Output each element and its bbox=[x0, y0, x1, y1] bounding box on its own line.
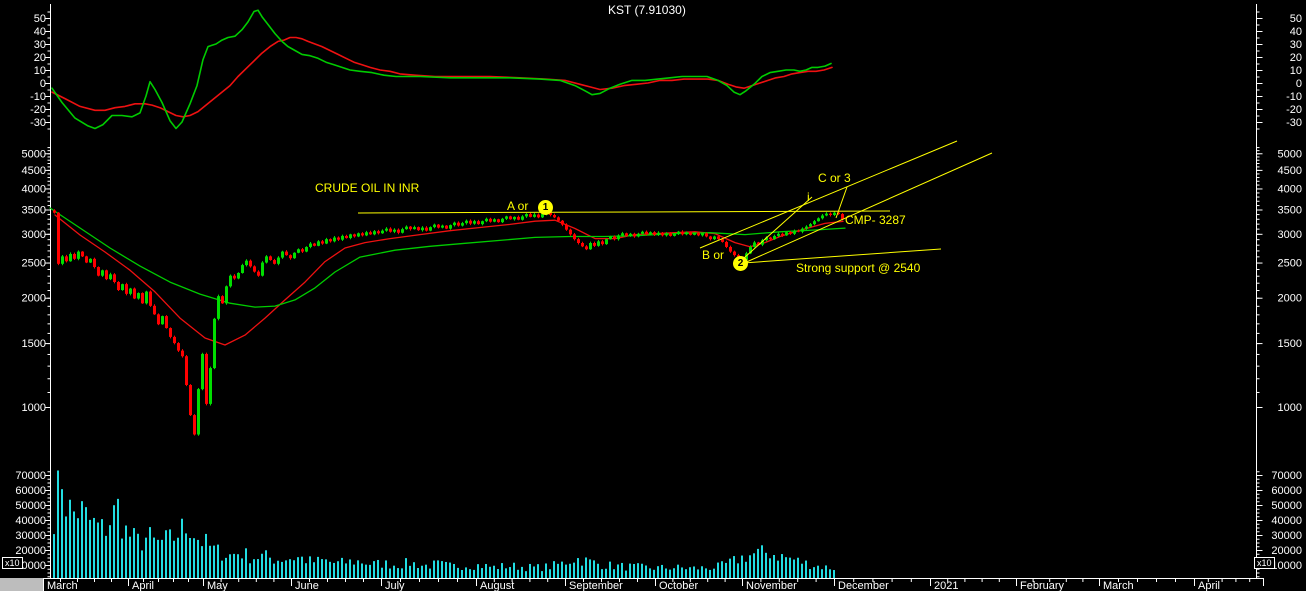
svg-text:10: 10 bbox=[1290, 65, 1302, 77]
svg-text:1000: 1000 bbox=[22, 402, 46, 414]
cmp-price-label: CMP- 3287 bbox=[845, 213, 906, 227]
svg-text:60000: 60000 bbox=[15, 485, 46, 497]
wave-a-label: A or bbox=[507, 199, 529, 213]
kst-lines bbox=[51, 9, 833, 130]
svg-text:1500: 1500 bbox=[1278, 338, 1302, 350]
volume-multiplier-right: x10 bbox=[1254, 557, 1275, 569]
wave-1-badge: 1 bbox=[538, 200, 553, 215]
y-axes: 50403020100-10-20-3050004500400035003000… bbox=[15, 4, 1302, 578]
svg-text:4500: 4500 bbox=[1278, 165, 1302, 177]
svg-text:1000: 1000 bbox=[1278, 402, 1302, 414]
svg-text:March: March bbox=[1103, 580, 1134, 591]
svg-text:4000: 4000 bbox=[1278, 183, 1302, 195]
svg-text:40: 40 bbox=[34, 26, 46, 38]
svg-text:50: 50 bbox=[34, 13, 46, 25]
svg-text:10000: 10000 bbox=[1271, 560, 1302, 572]
wave-i-label: i bbox=[807, 190, 810, 204]
channel-upper bbox=[699, 140, 958, 249]
svg-text:May: May bbox=[207, 580, 228, 591]
svg-text:February: February bbox=[1020, 580, 1065, 591]
wave-2-badge: 2 bbox=[733, 256, 748, 271]
svg-text:4500: 4500 bbox=[22, 165, 46, 177]
wave-c-label: C or 3 bbox=[818, 171, 851, 185]
svg-text:2500: 2500 bbox=[22, 258, 46, 270]
svg-text:October: October bbox=[659, 580, 698, 591]
svg-text:60000: 60000 bbox=[1271, 485, 1302, 497]
svg-text:2500: 2500 bbox=[1278, 258, 1302, 270]
svg-text:-30: -30 bbox=[1286, 117, 1302, 129]
svg-text:5000: 5000 bbox=[22, 148, 46, 160]
svg-text:-20: -20 bbox=[1286, 104, 1302, 116]
svg-text:-10: -10 bbox=[1286, 91, 1302, 103]
support-line bbox=[742, 248, 942, 264]
svg-text:August: August bbox=[480, 580, 514, 591]
scrollbar-corner bbox=[0, 578, 44, 591]
svg-text:20: 20 bbox=[1290, 52, 1302, 64]
time-axis: March April May June July August September Octo… bbox=[43, 578, 1264, 591]
svg-text:20000: 20000 bbox=[1271, 545, 1302, 557]
price-candles bbox=[53, 209, 844, 436]
svg-text:70000: 70000 bbox=[15, 470, 46, 482]
svg-text:-30: -30 bbox=[30, 117, 46, 129]
svg-text:50000: 50000 bbox=[15, 500, 46, 512]
channel-lower bbox=[741, 152, 993, 265]
wave-top-line bbox=[835, 186, 848, 219]
wave-i-line bbox=[743, 196, 813, 259]
svg-text:0: 0 bbox=[40, 78, 46, 90]
svg-text:40000: 40000 bbox=[1271, 515, 1302, 527]
svg-text:2000: 2000 bbox=[22, 293, 46, 305]
svg-text:September: September bbox=[569, 580, 623, 591]
svg-text:3500: 3500 bbox=[22, 205, 46, 217]
kst-indicator-title: KST (7.91030) bbox=[608, 3, 686, 17]
svg-text:50: 50 bbox=[1290, 13, 1302, 25]
volume-multiplier-left: x10 bbox=[2, 557, 23, 569]
svg-text:50000: 50000 bbox=[1271, 500, 1302, 512]
resistance-line bbox=[357, 210, 891, 214]
svg-text:-10: -10 bbox=[30, 91, 46, 103]
svg-text:1500: 1500 bbox=[22, 338, 46, 350]
svg-text:July: July bbox=[385, 580, 405, 591]
svg-text:4000: 4000 bbox=[22, 183, 46, 195]
svg-text:2021: 2021 bbox=[934, 580, 958, 591]
svg-text:10: 10 bbox=[34, 65, 46, 77]
volume-bars bbox=[53, 470, 835, 578]
symbol-label: CRUDE OIL IN INR bbox=[315, 181, 420, 195]
svg-text:2000: 2000 bbox=[1278, 293, 1302, 305]
svg-text:30: 30 bbox=[1290, 39, 1302, 51]
svg-text:20: 20 bbox=[34, 52, 46, 64]
svg-text:0: 0 bbox=[1296, 78, 1302, 90]
svg-text:30000: 30000 bbox=[1271, 530, 1302, 542]
trendlines bbox=[357, 140, 993, 265]
svg-text:March: March bbox=[47, 580, 78, 591]
svg-text:June: June bbox=[295, 580, 319, 591]
svg-text:3000: 3000 bbox=[1278, 229, 1302, 241]
svg-text:70000: 70000 bbox=[1271, 470, 1302, 482]
svg-text:20000: 20000 bbox=[15, 545, 46, 557]
svg-text:5000: 5000 bbox=[1278, 148, 1302, 160]
svg-text:40: 40 bbox=[1290, 26, 1302, 38]
svg-text:10000: 10000 bbox=[15, 560, 46, 572]
svg-text:November: November bbox=[746, 580, 797, 591]
svg-text:3000: 3000 bbox=[22, 229, 46, 241]
wave-b-label: B or bbox=[702, 248, 725, 262]
svg-text:40000: 40000 bbox=[15, 515, 46, 527]
svg-text:April: April bbox=[1198, 580, 1220, 591]
svg-text:December: December bbox=[838, 580, 889, 591]
svg-text:30: 30 bbox=[34, 39, 46, 51]
svg-text:-20: -20 bbox=[30, 104, 46, 116]
svg-text:30000: 30000 bbox=[15, 530, 46, 542]
svg-text:April: April bbox=[132, 580, 154, 591]
support-level-label: Strong support @ 2540 bbox=[796, 261, 921, 275]
svg-text:3500: 3500 bbox=[1278, 205, 1302, 217]
